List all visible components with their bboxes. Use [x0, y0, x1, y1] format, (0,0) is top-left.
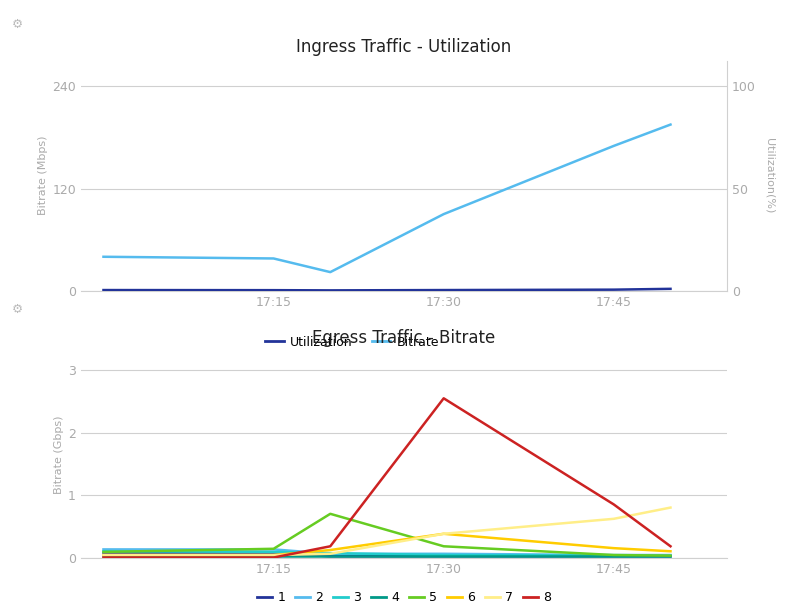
6: [439, 530, 448, 538]
5: [326, 510, 335, 518]
Text: ⚙: ⚙: [12, 303, 23, 316]
Line: 1: 1: [103, 553, 671, 556]
8: [439, 395, 448, 402]
3: [666, 552, 675, 559]
3: [269, 548, 279, 556]
Line: 6: 6: [103, 534, 671, 555]
2: [269, 546, 279, 553]
6: [609, 545, 619, 552]
8: [326, 542, 335, 550]
Title: Ingress Traffic - Utilization: Ingress Traffic - Utilization: [297, 38, 511, 56]
5: [439, 542, 448, 550]
2: [99, 546, 108, 553]
7: [439, 530, 448, 538]
5: [609, 551, 619, 559]
Legend: Utilization, Bitrate: Utilization, Bitrate: [260, 331, 444, 354]
3: [609, 552, 619, 559]
8: [666, 542, 675, 550]
5: [99, 548, 108, 556]
3: [439, 551, 448, 559]
Line: 7: 7: [103, 508, 671, 555]
2: [439, 550, 448, 558]
8: [269, 554, 279, 561]
7: [326, 550, 335, 558]
1: [99, 550, 108, 557]
3: [99, 548, 108, 555]
1: [609, 553, 619, 560]
4: [609, 553, 619, 560]
2: [666, 551, 675, 559]
4: [269, 553, 279, 560]
4: [326, 553, 335, 560]
2: [609, 551, 619, 559]
Line: 8: 8: [103, 398, 671, 558]
7: [609, 515, 619, 522]
6: [666, 548, 675, 555]
4: [99, 553, 108, 560]
1: [269, 550, 279, 557]
Line: 2: 2: [103, 550, 671, 555]
1: [666, 553, 675, 560]
2: [326, 550, 335, 558]
1: [439, 553, 448, 560]
Legend: 1, 2, 3, 4, 5, 6, 7, 8: 1, 2, 3, 4, 5, 6, 7, 8: [252, 586, 556, 606]
3: [326, 550, 335, 557]
7: [666, 504, 675, 511]
Y-axis label: Utilization(%): Utilization(%): [764, 138, 774, 213]
Title: Egress Traffic - Bitrate: Egress Traffic - Bitrate: [313, 329, 495, 347]
8: [609, 501, 619, 508]
Y-axis label: Bitrate (Mbps): Bitrate (Mbps): [38, 136, 48, 216]
5: [666, 552, 675, 559]
6: [269, 551, 279, 559]
7: [269, 551, 279, 559]
6: [326, 547, 335, 554]
8: [99, 554, 108, 561]
4: [439, 553, 448, 560]
7: [99, 551, 108, 559]
Line: 3: 3: [103, 551, 671, 556]
Text: ⚙: ⚙: [12, 18, 23, 31]
6: [99, 551, 108, 559]
1: [326, 553, 335, 560]
Line: 5: 5: [103, 514, 671, 556]
5: [269, 545, 279, 553]
Y-axis label: Bitrate (Gbps): Bitrate (Gbps): [54, 415, 64, 494]
4: [666, 553, 675, 560]
